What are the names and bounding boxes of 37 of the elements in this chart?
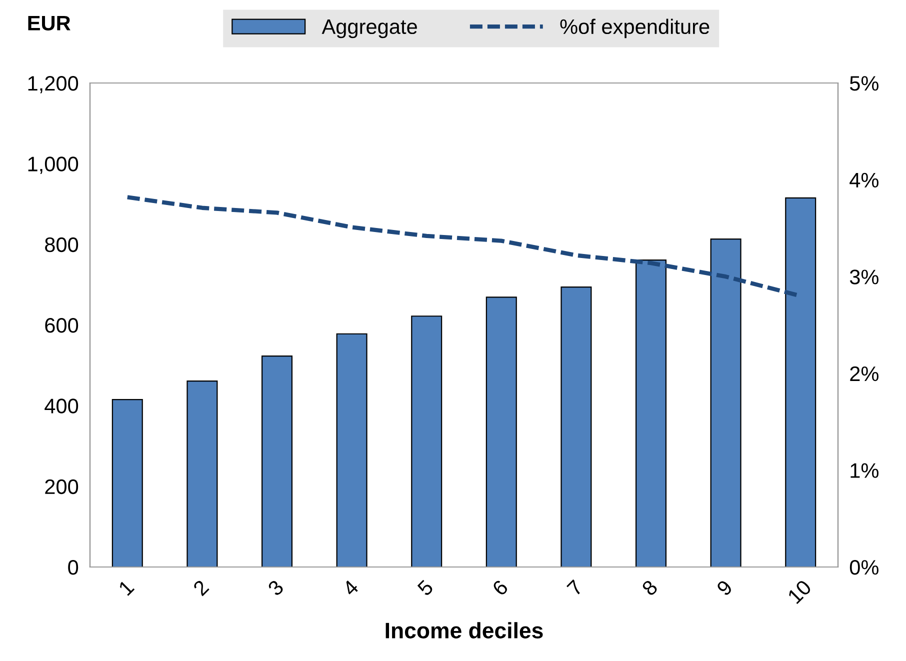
y2-tick-label: 0% <box>850 560 878 575</box>
bar <box>112 399 143 567</box>
bar <box>261 356 293 567</box>
bar <box>186 380 218 567</box>
x-tick-label: 3 <box>266 579 284 597</box>
y2-tick-label: 5% <box>850 76 878 91</box>
x-tick-label: 10 <box>787 579 812 604</box>
x-tick-label: 2 <box>192 579 210 596</box>
x-tick-label: 6 <box>492 579 509 596</box>
bar <box>560 286 592 567</box>
y-tick-label: 600 <box>45 318 78 333</box>
y2-tick-label: 4% <box>850 172 878 188</box>
legend-label: %of expenditure <box>560 18 710 38</box>
y-axis-title: EUR <box>28 16 70 30</box>
bar <box>486 296 517 567</box>
x-tick-label: 4 <box>342 579 360 597</box>
bar <box>635 260 667 567</box>
x-tick-label: 8 <box>641 579 658 596</box>
x-tick-label: 5 <box>416 579 434 597</box>
bar <box>411 316 442 567</box>
y-tick-label: 1,200 <box>28 76 78 94</box>
x-axis-title: Income deciles <box>386 622 543 638</box>
y-tick-label: 800 <box>45 237 78 252</box>
y-tick-label: 400 <box>44 398 78 414</box>
y2-tick-label: 3% <box>850 270 878 284</box>
y-tick-label: 0 <box>68 560 78 575</box>
y2-tick-label: 2% <box>850 366 878 382</box>
legend-label: Aggregate <box>322 20 417 38</box>
bar <box>785 197 816 567</box>
y-tick-label: 1,000 <box>28 156 78 174</box>
x-tick-label: 9 <box>716 579 734 596</box>
x-tick-label: 1 <box>118 579 135 596</box>
y-tick-label: 200 <box>45 479 78 494</box>
bar <box>710 238 742 567</box>
y2-tick-label: 1% <box>850 463 878 478</box>
bar <box>336 333 368 567</box>
x-tick-label: 7 <box>566 579 584 596</box>
